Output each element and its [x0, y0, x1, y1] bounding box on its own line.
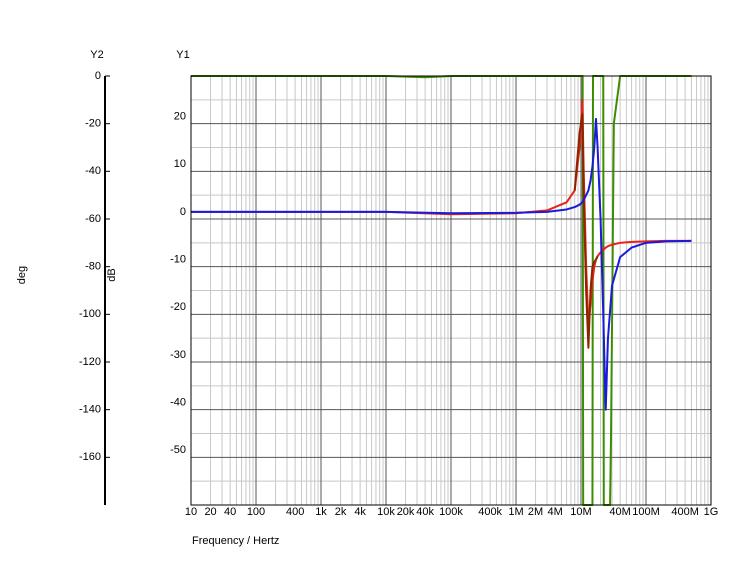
y-tick-label: 20 [174, 111, 186, 123]
y1-axis-name: Y1 [176, 49, 189, 61]
x-tick-label: 10M [570, 506, 591, 518]
x-tick-label: 2k [335, 506, 347, 518]
x-tick-label: 1k [315, 506, 327, 518]
x-tick-label: 20k [397, 506, 415, 518]
y2-tick-label: -60 [85, 213, 101, 225]
y-tick-label: -40 [170, 397, 186, 409]
x-tick-label: 1M [508, 506, 523, 518]
x-tick-label: 400k [478, 506, 502, 518]
y2-tick-label: -80 [85, 261, 101, 273]
x-axis-label: Frequency / Hertz [192, 535, 279, 547]
y2-tick-label: -100 [79, 308, 101, 320]
x-tick-label: 10k [377, 506, 395, 518]
y2-tick-label: -120 [79, 356, 101, 368]
y-axis-label: dB [106, 268, 118, 281]
y-tick-label: 10 [174, 158, 186, 170]
x-tick-label: 2M [528, 506, 543, 518]
y-tick-label: -50 [170, 444, 186, 456]
y-tick-label: -30 [170, 349, 186, 361]
y-tick-label: -20 [170, 301, 186, 313]
grid [190, 76, 712, 505]
series-line [573, 113, 599, 349]
x-tick-label: 4k [354, 506, 366, 518]
x-tick-label: 400 [286, 506, 304, 518]
x-tick-label: 100M [632, 506, 660, 518]
x-tick-label: 400M [671, 506, 699, 518]
y2-tick-label: -20 [85, 118, 101, 130]
x-tick-label: 40k [416, 506, 434, 518]
y2-tick-label: 0 [95, 70, 101, 82]
y-tick-label: -10 [170, 254, 186, 266]
y2-axis-name: Y2 [90, 49, 103, 61]
y2-tick-label: -140 [79, 404, 101, 416]
x-tick-label: 40M [609, 506, 630, 518]
series-line [191, 117, 692, 411]
x-tick-label: 1G [704, 506, 719, 518]
y2-tick-label: -40 [85, 165, 101, 177]
x-tick-label: 10 [185, 506, 197, 518]
x-tick-label: 40 [224, 506, 236, 518]
plot-area [191, 75, 692, 506]
x-tick-label: 20 [204, 506, 216, 518]
y-tick-label: 0 [180, 206, 186, 218]
x-tick-label: 4M [547, 506, 562, 518]
x-tick-label: 100 [247, 506, 265, 518]
series-line [191, 75, 692, 506]
y2-tick-label: -160 [79, 451, 101, 463]
x-tick-label: 100k [439, 506, 463, 518]
plot-frame [190, 75, 712, 506]
y2-axis-label: deg [16, 266, 28, 284]
